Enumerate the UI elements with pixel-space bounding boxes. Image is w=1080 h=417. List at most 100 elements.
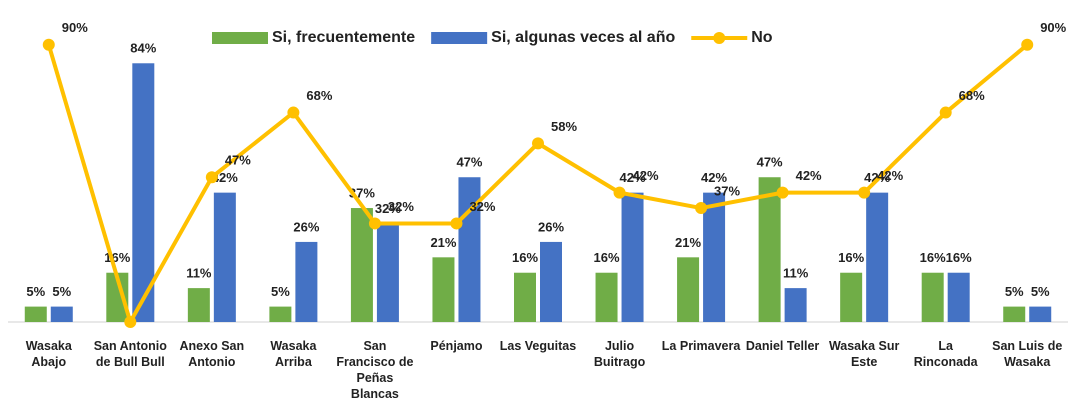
line-marker <box>613 186 626 199</box>
data-label: 90% <box>1040 20 1066 35</box>
line-marker <box>124 316 137 328</box>
data-label: 5% <box>1031 284 1050 299</box>
data-label: 42% <box>877 168 903 183</box>
data-label: 84% <box>130 41 156 56</box>
x-tick-label: Wasaka Arriba <box>270 339 317 369</box>
data-label: 42% <box>633 168 659 183</box>
line-marker <box>532 137 544 150</box>
data-label: 47% <box>757 155 783 170</box>
bar <box>187 288 210 322</box>
bar <box>784 288 807 322</box>
data-label: 16% <box>920 250 946 265</box>
data-label: 42% <box>796 168 822 183</box>
data-label: 5% <box>26 284 45 299</box>
data-label: 26% <box>538 219 564 234</box>
data-label: 47% <box>456 155 482 170</box>
bar <box>840 272 863 322</box>
legend-swatch <box>431 32 488 44</box>
x-tick-label: Wasaka Abajo <box>25 339 72 369</box>
data-label: 68% <box>959 88 985 103</box>
legend-label: No <box>751 29 773 46</box>
bar <box>1029 306 1052 322</box>
legend-label: Si, algunas veces al año <box>491 29 675 46</box>
data-label: 5% <box>52 284 71 299</box>
x-tick-label-box: Las Veguitas <box>499 339 577 353</box>
x-tick-label-box: Wasaka Arriba <box>270 339 317 369</box>
x-tick-label: La Rinconada <box>913 339 978 369</box>
x-tick-label: Pénjamo <box>430 339 483 353</box>
x-tick-label-box: San Francisco de Peñas Blancas <box>336 339 414 401</box>
line-marker <box>368 217 381 230</box>
x-tick-label: Anexo San Antonio <box>179 339 245 369</box>
bar <box>50 306 73 322</box>
bar <box>703 192 726 322</box>
data-label: 32% <box>375 201 401 216</box>
bar <box>947 272 970 322</box>
x-tick-label-box: Daniel Teller <box>745 339 820 353</box>
line-marker <box>205 171 218 184</box>
data-label: 5% <box>1005 284 1024 299</box>
legend-swatch <box>212 32 268 44</box>
data-label: 68% <box>306 88 332 103</box>
data-label: 32% <box>469 199 495 214</box>
data-label: 21% <box>430 235 456 250</box>
data-label: 37% <box>714 183 740 198</box>
bar <box>595 272 618 322</box>
line-marker <box>287 106 300 119</box>
data-label: 16% <box>512 250 538 265</box>
bar <box>376 223 399 322</box>
x-tick-label: La Primavera <box>661 339 741 353</box>
bar <box>106 272 129 322</box>
data-label: 42% <box>620 170 646 185</box>
data-label: 11% <box>186 266 212 281</box>
bar <box>269 306 292 322</box>
x-tick-label-box: La Primavera <box>661 339 741 353</box>
data-label: 5% <box>271 284 290 299</box>
x-tick-label-box: San Antonio de Bull Bull <box>94 339 167 369</box>
bar <box>677 257 700 322</box>
bar <box>295 241 318 322</box>
data-label: 16% <box>594 250 620 265</box>
line-marker <box>858 186 871 199</box>
x-tick-label: Daniel Teller <box>745 339 820 353</box>
bar <box>921 272 944 322</box>
data-label: 47% <box>225 153 251 168</box>
legend-label: Si, frecuentemente <box>272 29 415 46</box>
bar <box>540 241 562 322</box>
x-tick-label-box: La Rinconada <box>913 339 978 369</box>
data-label: 26% <box>293 219 319 234</box>
x-tick-label-box: San Luis de Wasaka <box>992 339 1063 369</box>
data-label: 11% <box>783 266 809 281</box>
x-tick-label-box: Wasaka Sur Este <box>828 339 900 369</box>
x-tick-label-box: Julio Buitrago <box>593 339 646 369</box>
x-tick-label-box: Pénjamo <box>430 339 483 353</box>
line-marker <box>450 217 463 230</box>
data-label: 16% <box>946 250 972 265</box>
x-tick-label: Wasaka Sur Este <box>828 339 900 369</box>
x-tick-label-box: Anexo San Antonio <box>179 339 245 369</box>
x-tick-label: Las Veguitas <box>499 339 577 353</box>
data-label: 42% <box>701 170 727 185</box>
data-label: 21% <box>675 235 701 250</box>
data-label: 90% <box>62 20 88 35</box>
bar <box>514 272 536 322</box>
bar <box>213 192 236 322</box>
x-tick-label: San Luis de Wasaka <box>992 339 1063 369</box>
data-label: 16% <box>838 250 864 265</box>
x-tick-label-box: Wasaka Abajo <box>25 339 72 369</box>
bar <box>432 257 455 322</box>
legend-swatch <box>713 32 726 44</box>
bar <box>866 192 889 322</box>
data-label: 32% <box>388 199 414 214</box>
line-marker <box>1021 38 1034 51</box>
bar <box>758 177 781 322</box>
bar <box>621 192 644 322</box>
bar <box>24 306 47 322</box>
line-marker <box>939 106 952 119</box>
bar <box>132 63 155 322</box>
x-tick-label: San Francisco de Peñas Blancas <box>336 339 414 401</box>
bar <box>1003 306 1026 322</box>
x-tick-label: Julio Buitrago <box>593 339 646 369</box>
line-marker <box>42 38 55 51</box>
